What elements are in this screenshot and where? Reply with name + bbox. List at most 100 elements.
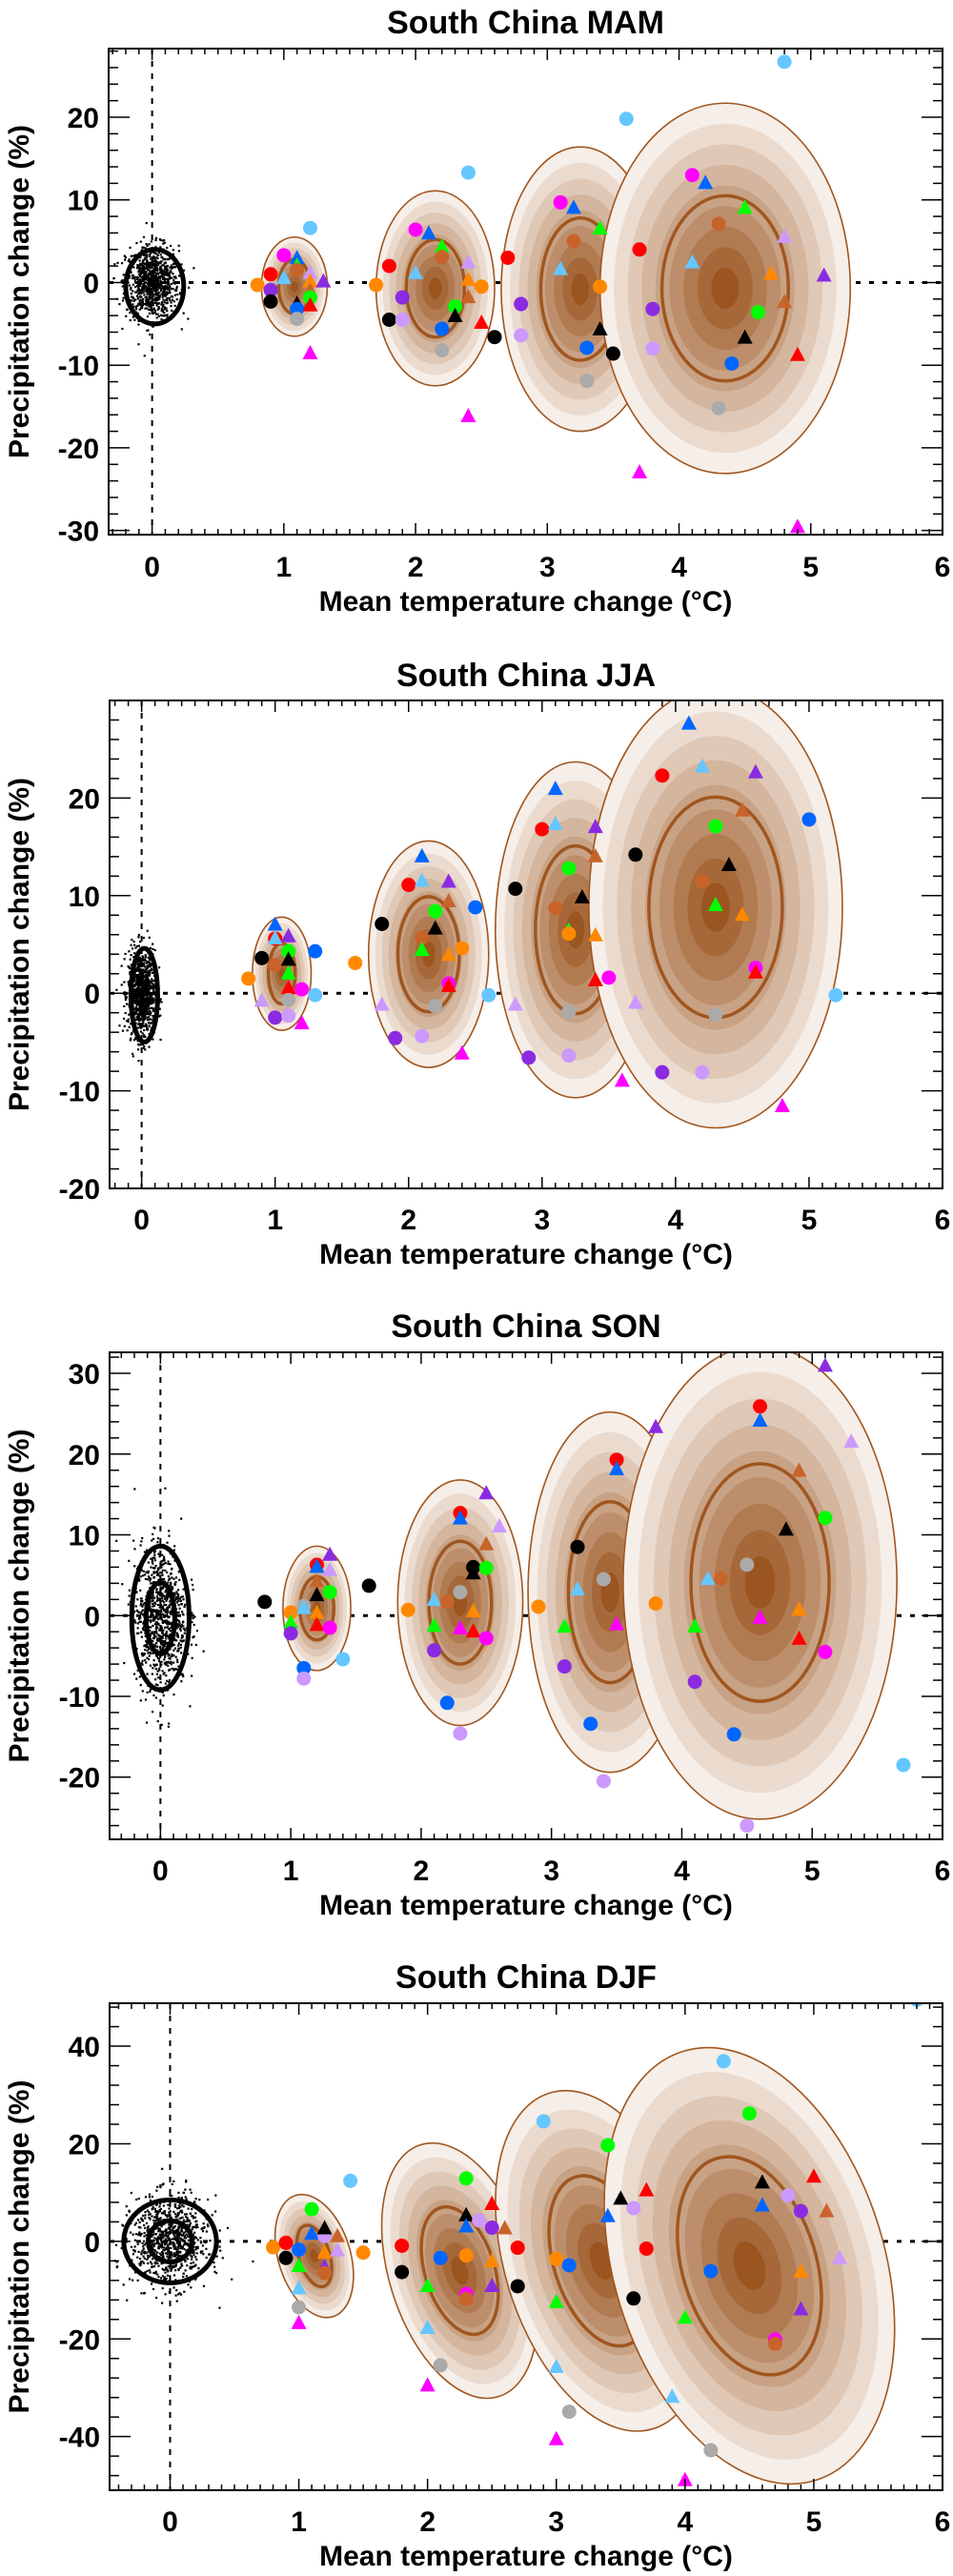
y-axis-label: Precipitation change (%) [4,125,35,458]
model-point-circle [283,1605,298,1620]
model-point-circle [535,821,550,837]
internal-variability-cloud [113,2167,254,2309]
model-point-circle [487,330,502,345]
model-point-circle [514,328,529,343]
model-point-circle [472,2213,487,2228]
model-point-triangle [609,1615,625,1631]
model-point-triangle [609,1460,625,1475]
model-point-triangle [592,220,608,235]
model-point-triangle [747,963,763,979]
model-point-triangle [458,2218,475,2233]
model-point-triangle [484,2252,500,2267]
model-point-triangle [599,2207,616,2222]
model-point-circle [740,1557,755,1572]
model-point-circle [395,2264,410,2280]
density-shade [421,942,436,967]
model-point-circle [317,2265,333,2281]
model-point-circle [828,987,843,1003]
x-tick-label: 0 [144,552,160,583]
model-point-triangle [420,225,436,240]
model-point-circle [348,955,363,970]
x-tick-label: 3 [543,1856,559,1887]
x-tick-label: 0 [162,2506,178,2538]
model-point-circle [684,168,700,183]
inner-contour [659,193,791,383]
model-point-circle [408,222,423,237]
y-axis-label: Precipitation change (%) [4,778,35,1111]
chart-title: South China SON [391,1308,660,1345]
plot-area [110,700,943,1188]
model-point-triangle [414,872,430,887]
density-shade [733,2241,766,2290]
density-shade [711,267,740,310]
model-point-triangle [687,1618,703,1633]
model-point-circle [561,861,577,876]
y-tick-label: 20 [69,783,100,815]
model-markers [250,54,832,534]
model-point-circle [596,1572,611,1587]
model-point-circle [510,2241,525,2256]
model-point-triangle [793,2263,809,2279]
model-point-triangle [302,296,318,312]
model-point-circle [726,1727,741,1742]
model-point-circle [478,1631,494,1646]
x-tick-label: 0 [133,1205,150,1236]
x-tick-label: 3 [539,552,556,583]
model-point-circle [618,112,634,127]
panel-mam: 0 1 2 3 4 5 6 -30 -20 -10 0 10 20 South China MAM Mean… [4,5,950,618]
y-tick-label: 40 [69,2032,100,2063]
model-point-circle [781,2188,796,2203]
model-point-triangle [548,2358,564,2373]
chart-title: South China DJF [395,1959,657,1996]
inner-contour [676,2155,823,2377]
model-point-circle [294,982,310,997]
model-point-triangle [774,1097,790,1112]
x-axis-label: Mean temperature change (°C) [319,1239,733,1270]
model-point-circle [609,1452,624,1468]
model-point-circle [753,1399,768,1414]
x-tick-label: 1 [276,552,293,583]
model-point-triangle [374,996,390,1011]
model-point-circle [458,2171,474,2186]
model-point-circle [801,812,817,827]
model-point-triangle [547,816,563,831]
model-point-triangle [426,1617,442,1633]
model-point-circle [266,2240,281,2255]
model-point-triangle [592,320,608,335]
model-point-triangle [291,2314,307,2329]
model-point-circle [428,903,443,919]
model-point-circle [695,1065,710,1080]
y-tick-label: 0 [84,979,100,1010]
model-point-triangle [267,916,283,931]
model-point-triangle [734,906,750,922]
model-point-circle [478,1560,494,1575]
model-point-circle [458,2248,474,2263]
model-point-triangle [309,1558,325,1573]
model-point-circle [395,2238,410,2253]
model-point-triangle [763,265,780,280]
model-point-circle [708,1007,723,1023]
model-point-triangle [316,2244,333,2260]
model-point-triangle [294,1014,310,1029]
model-point-circle [263,282,278,297]
y-tick-label: 20 [69,2129,100,2160]
model-point-triangle [426,1592,442,1607]
model-point-circle [283,1626,298,1641]
axes-frame [109,2002,943,2491]
model-point-circle [290,262,305,277]
warming-level-ellipse [367,840,490,1068]
internal-variability-cloud [112,221,195,357]
axes-frame [108,48,943,536]
inner-contour [404,237,466,339]
model-point-triangle [747,763,763,779]
model-point-triangle [452,1510,468,1525]
model-point-triangle [632,463,648,478]
x-tick-label: 4 [668,1205,684,1236]
model-point-circle [268,958,283,973]
model-point-triangle [267,929,283,944]
x-tick-label: 4 [671,552,687,583]
model-point-circle [388,1030,403,1045]
x-tick-label: 3 [548,2506,564,2538]
model-point-triangle [309,1616,325,1632]
model-point-triangle [465,1603,481,1618]
